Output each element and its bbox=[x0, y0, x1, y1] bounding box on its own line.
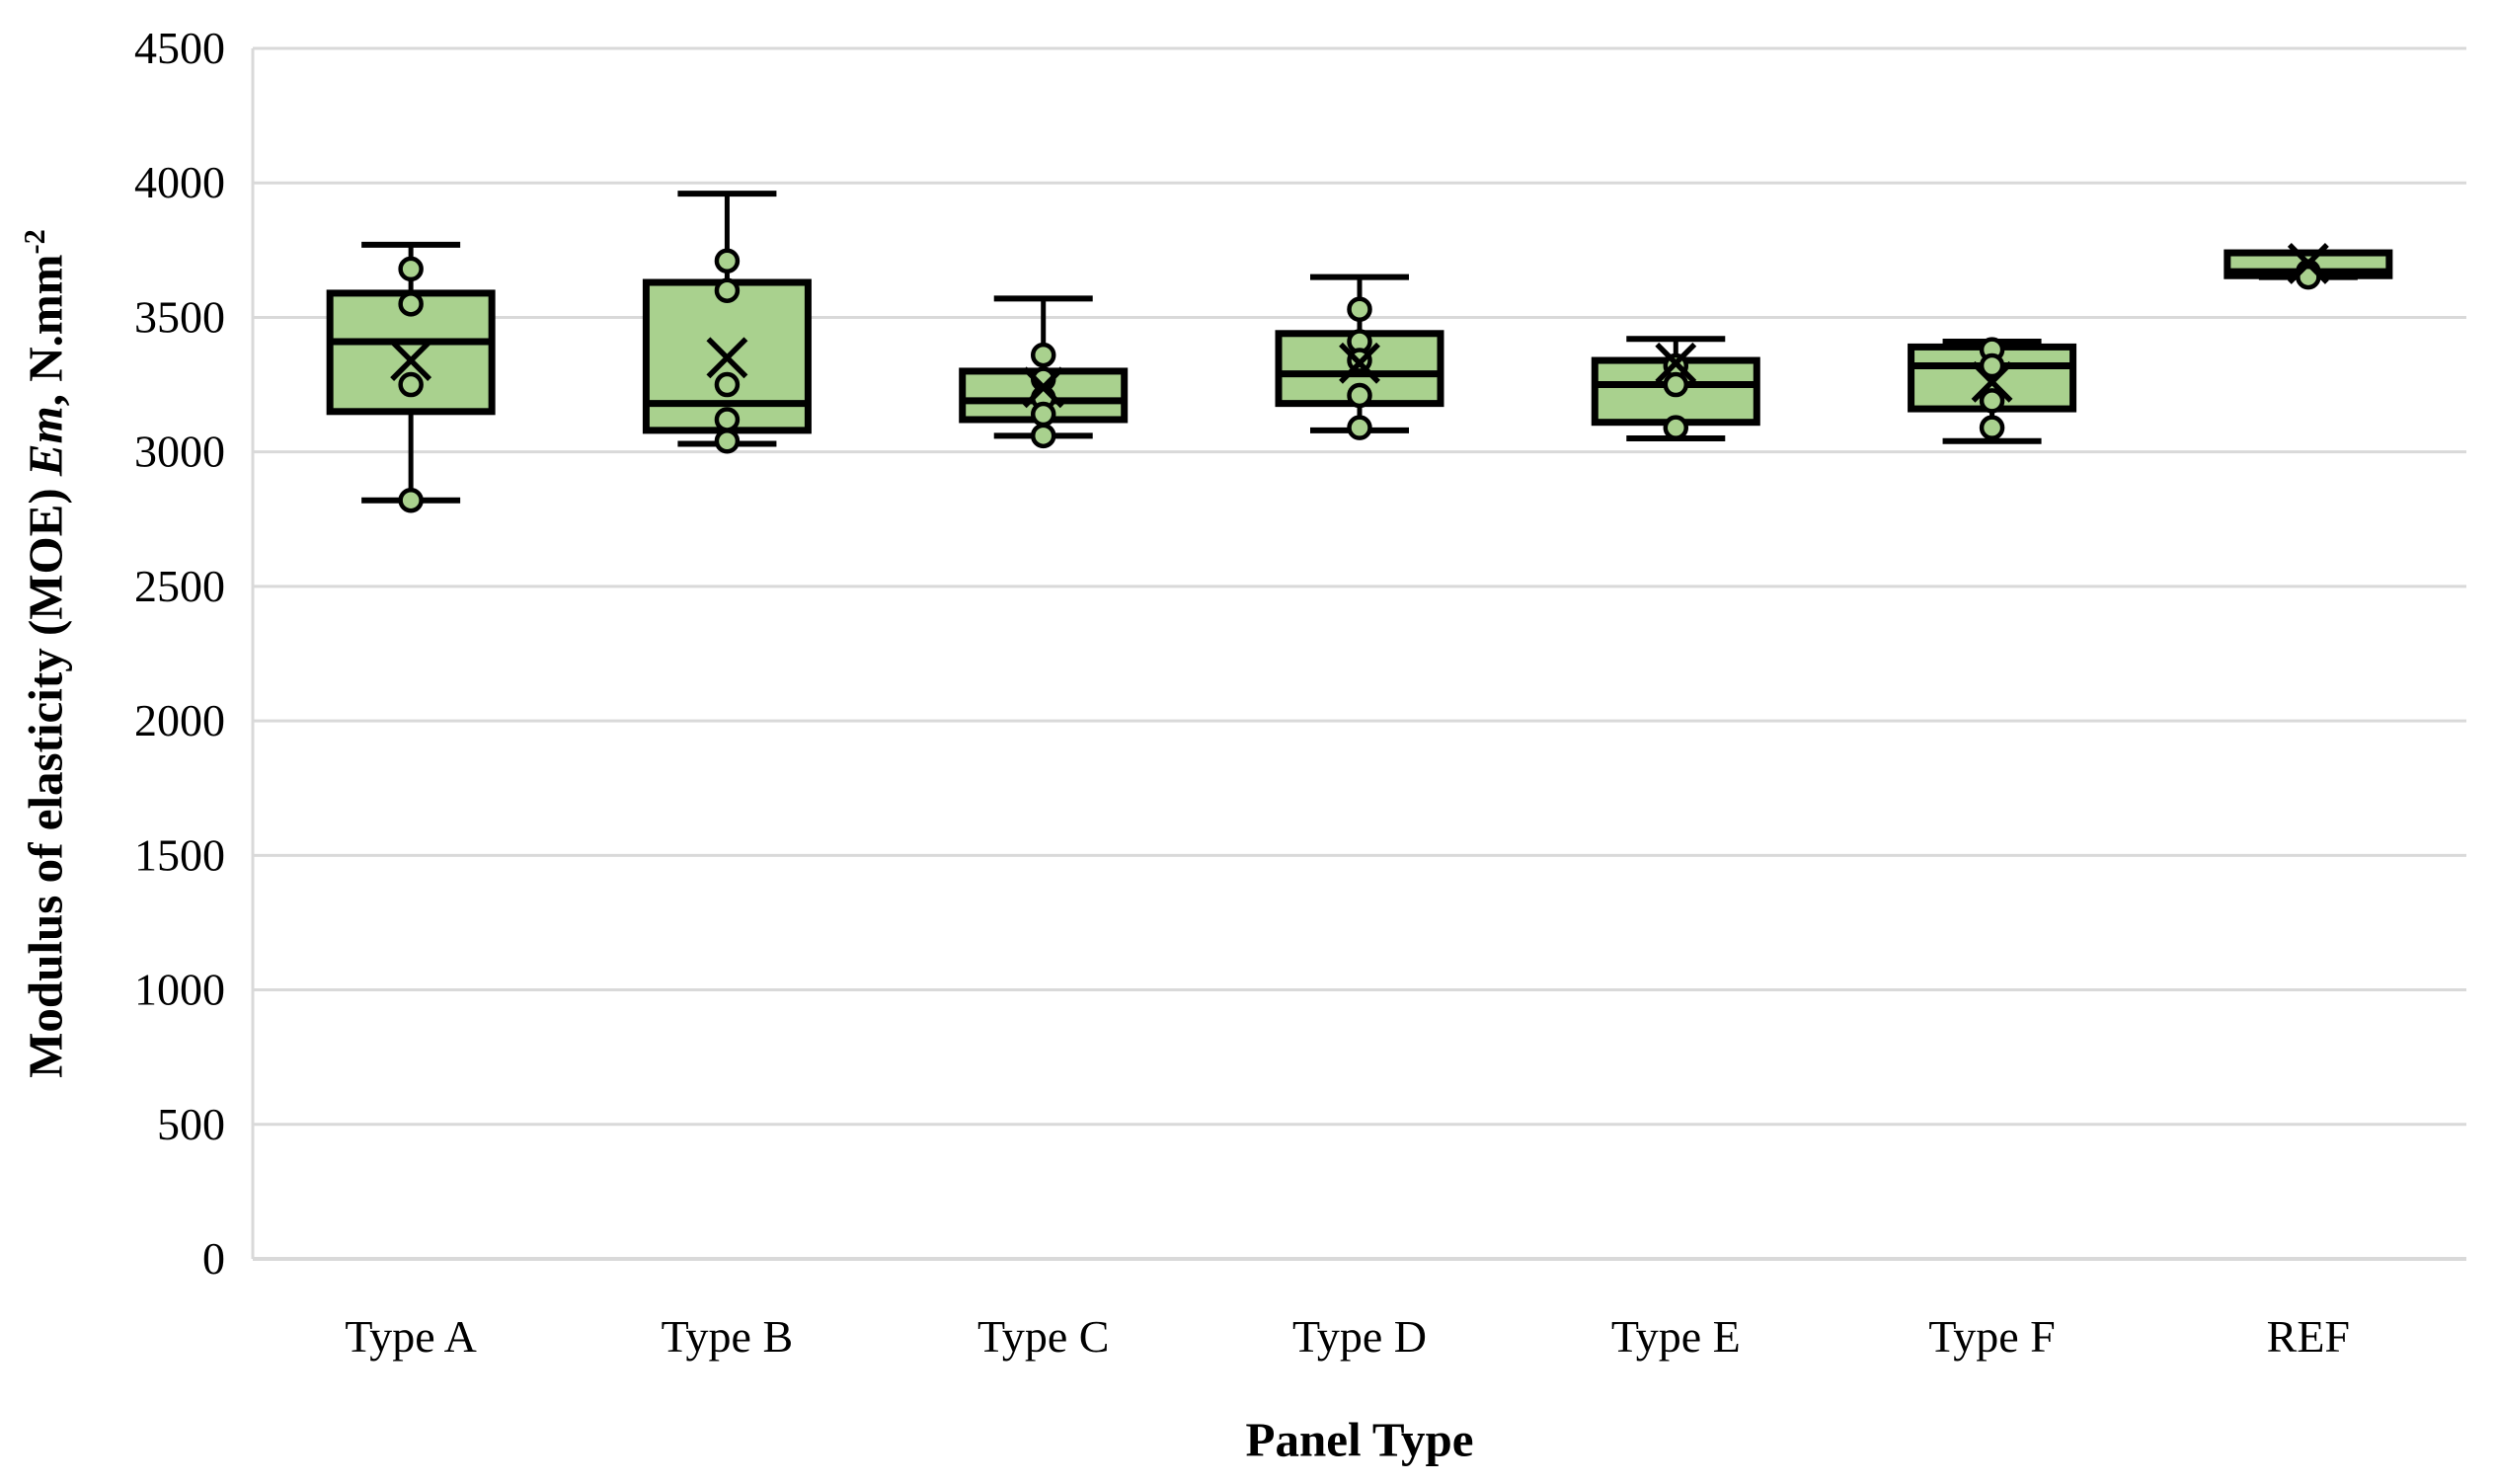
y-tick-label: 4500 bbox=[134, 23, 225, 73]
y-tick-label: 2000 bbox=[134, 695, 225, 745]
y-axis-title-prefix: Modulus of elasticity (MOE) bbox=[18, 476, 73, 1078]
data-point-marker bbox=[1979, 352, 2005, 379]
data-point-marker bbox=[714, 407, 741, 432]
data-point-marker bbox=[1663, 371, 1689, 398]
box-plot-type-d bbox=[1275, 273, 1444, 440]
x-category-label: REF bbox=[2267, 1311, 2350, 1362]
box-plot-type-b bbox=[642, 191, 812, 454]
data-point-marker bbox=[1030, 423, 1056, 449]
mean-x-marker bbox=[390, 340, 432, 381]
box-plot-type-a bbox=[326, 241, 496, 513]
axis-lines-group bbox=[251, 48, 2466, 1261]
data-point-marker bbox=[714, 248, 741, 273]
y-tick-label: 3000 bbox=[134, 427, 225, 477]
gridlines-group bbox=[253, 46, 2466, 1127]
data-point-marker bbox=[398, 256, 424, 282]
data-point-marker bbox=[714, 371, 741, 398]
boxes-group bbox=[326, 191, 2393, 513]
y-tick-label: 4000 bbox=[134, 157, 225, 207]
mean-x-marker bbox=[2287, 243, 2329, 284]
mean-x-marker bbox=[1971, 360, 2013, 403]
y-axis-title-unit: , N.mm bbox=[18, 254, 73, 407]
data-point-marker bbox=[398, 371, 424, 398]
y-tick-label: 1000 bbox=[134, 965, 225, 1015]
y-tick-label: 0 bbox=[202, 1233, 225, 1284]
data-point-marker bbox=[1347, 382, 1372, 409]
x-category-labels-group: Type A Type B Type C Type D Type E Type F REF bbox=[345, 1311, 2350, 1362]
x-category-label: Type F bbox=[1928, 1311, 2055, 1362]
data-point-marker bbox=[1030, 342, 1056, 368]
box-plot-type-f bbox=[1908, 337, 2077, 444]
data-point-marker bbox=[1030, 401, 1056, 428]
mean-x-marker bbox=[1022, 366, 1064, 409]
data-point-marker bbox=[1347, 296, 1372, 323]
y-axis-title-exponent: -2 bbox=[18, 229, 52, 255]
data-point-marker bbox=[398, 291, 424, 317]
data-point-marker bbox=[1979, 415, 2005, 440]
mean-x-marker bbox=[1339, 342, 1380, 384]
y-tick-label: 1500 bbox=[134, 829, 225, 880]
box-plot-type-e bbox=[1591, 336, 1760, 442]
x-category-label: Type C bbox=[977, 1311, 1110, 1362]
y-tick-labels-group: 0 500 1000 1500 2000 2500 3000 3500 4000 4500 bbox=[134, 23, 225, 1284]
x-axis-title: Panel Type bbox=[1245, 1412, 1474, 1467]
y-axis-title: Modulus of elasticity (MOE) Em, N.mm-2 bbox=[18, 229, 74, 1078]
x-category-label: Type A bbox=[345, 1311, 477, 1362]
data-point-marker bbox=[398, 487, 424, 513]
x-category-label: Type D bbox=[1292, 1311, 1427, 1362]
x-category-label: Type E bbox=[1611, 1311, 1741, 1362]
mean-x-marker bbox=[1655, 342, 1697, 384]
y-axis-title-em-symbol: Em bbox=[18, 406, 73, 477]
box-plot-type-c bbox=[959, 295, 1129, 449]
box-plot-ref bbox=[2223, 243, 2393, 290]
y-tick-label: 500 bbox=[157, 1099, 225, 1149]
data-point-marker bbox=[1347, 415, 1372, 440]
x-category-label: Type B bbox=[662, 1311, 794, 1362]
data-point-marker bbox=[1979, 388, 2005, 414]
data-point-marker bbox=[714, 429, 741, 454]
data-point-marker bbox=[1663, 415, 1689, 440]
data-point-marker bbox=[714, 277, 741, 303]
mean-x-marker bbox=[706, 337, 748, 379]
y-tick-label: 3500 bbox=[134, 291, 225, 342]
y-tick-label: 2500 bbox=[134, 561, 225, 611]
